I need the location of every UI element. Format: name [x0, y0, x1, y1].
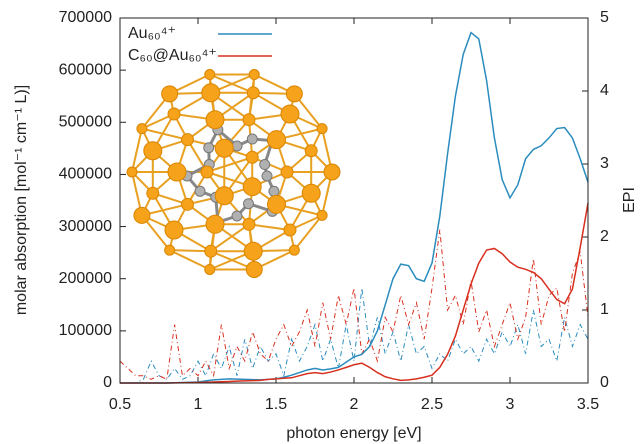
au-atom	[305, 145, 317, 157]
au-atom	[281, 166, 293, 178]
x-tick-label: 2	[350, 396, 359, 413]
y-tick-label: 700000	[59, 9, 112, 26]
au-atom	[144, 142, 162, 160]
c60-atom	[269, 186, 279, 196]
au-atom	[317, 124, 327, 134]
au-atom	[289, 245, 299, 255]
au-atom	[215, 139, 233, 157]
c60-atom	[195, 186, 205, 196]
au-atom	[205, 245, 217, 257]
au-atom	[267, 131, 285, 149]
x-tick-label: 3	[506, 396, 515, 413]
y-tick-label: 0	[103, 374, 112, 391]
y-tick-label: 300000	[59, 218, 112, 235]
y-tick-label: 500000	[59, 114, 112, 131]
au-atom	[205, 264, 215, 274]
au-atom	[281, 105, 299, 123]
au-atom	[302, 184, 320, 202]
au-atom	[205, 70, 215, 80]
au-atom	[324, 164, 340, 180]
au-atom	[243, 178, 261, 196]
x-tick-label: 3.5	[577, 396, 599, 413]
x-tick-label: 1	[194, 396, 203, 413]
au-atom	[165, 221, 183, 239]
au-atom	[246, 151, 258, 163]
au-atom	[182, 198, 194, 210]
bond	[132, 129, 142, 172]
au-atom	[134, 207, 150, 223]
c60-atom	[204, 143, 214, 153]
au-atom	[206, 111, 224, 129]
y2-tick-label: 0	[600, 374, 609, 391]
y-tick-label: 600000	[59, 61, 112, 78]
y2-tick-label: 1	[600, 301, 609, 318]
au-atom	[162, 86, 178, 102]
molecule-image	[127, 70, 340, 278]
au-atom	[182, 134, 194, 146]
au-atom	[317, 210, 327, 220]
au-atom	[168, 108, 180, 120]
au-atom	[244, 242, 262, 260]
au-atom	[215, 187, 233, 205]
x-tick-label: 0.5	[109, 396, 131, 413]
x-tick-label: 1.5	[265, 396, 287, 413]
au-atom	[127, 167, 137, 177]
y-tick-label: 400000	[59, 166, 112, 183]
bond	[170, 250, 210, 269]
au-atom	[201, 166, 213, 178]
au-atom	[137, 124, 147, 134]
au-atom	[243, 114, 255, 126]
c60-atom	[232, 211, 242, 221]
au-atom	[286, 86, 302, 102]
y-axis-label: molar absorption [mol⁻¹ cm⁻¹ L)]	[13, 85, 30, 315]
x-tick-label: 2.5	[421, 396, 443, 413]
y2-tick-label: 2	[600, 228, 609, 245]
y-tick-label: 100000	[59, 322, 112, 339]
c60-atom	[260, 160, 270, 170]
y-tick-label: 200000	[59, 270, 112, 287]
au-atom	[284, 224, 296, 236]
au-atom	[246, 261, 262, 277]
au-atom	[267, 195, 285, 213]
c60-atom	[243, 199, 253, 209]
legend-label: C₆₀@Au₆₀⁴⁺	[128, 47, 217, 64]
absorption-line	[120, 203, 588, 383]
au-atom	[202, 84, 220, 102]
au-atom	[249, 70, 259, 80]
au-atom	[247, 87, 259, 99]
y2-tick-label: 5	[600, 9, 609, 26]
y2-tick-label: 4	[600, 82, 609, 99]
au-atom	[243, 218, 255, 230]
chart: photon energy [eV] molar absorption [mol…	[0, 0, 644, 444]
y2-tick-label: 3	[600, 155, 609, 172]
c60-atom	[262, 171, 272, 181]
au-atom	[206, 215, 224, 233]
au-atom	[168, 163, 186, 181]
au-atom	[165, 245, 175, 255]
au-atom	[147, 187, 159, 199]
c60-atom	[247, 134, 257, 144]
x-axis-label: photon energy [eV]	[286, 425, 421, 442]
y2-axis-label: EPI	[621, 187, 638, 213]
legend-label: Au₆₀⁴⁺	[128, 25, 176, 42]
